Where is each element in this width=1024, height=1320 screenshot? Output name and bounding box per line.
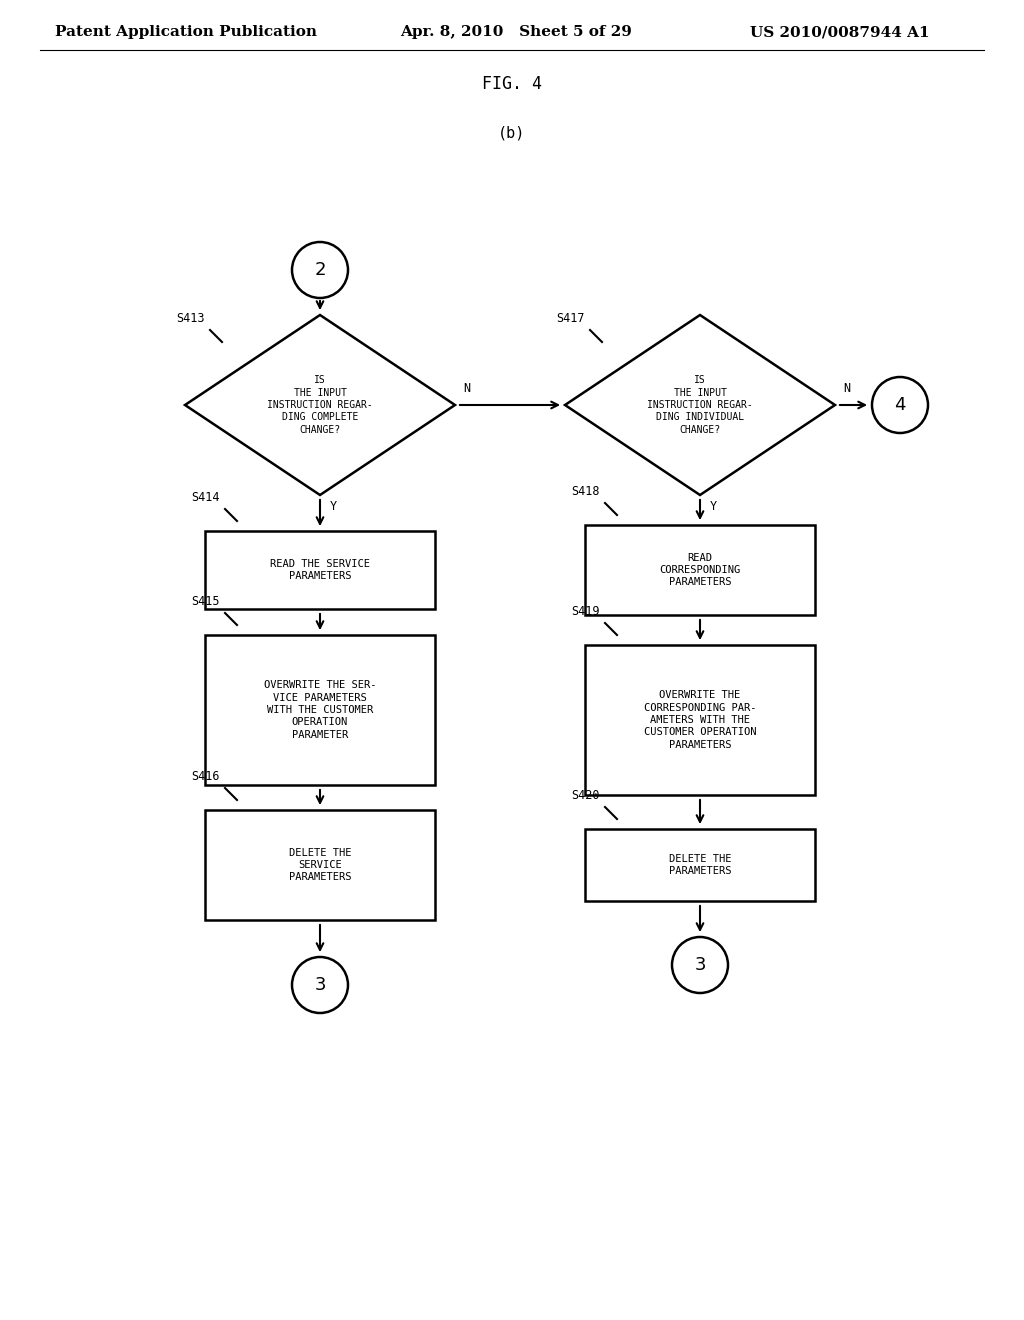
Text: US 2010/0087944 A1: US 2010/0087944 A1: [750, 25, 930, 40]
Text: S419: S419: [571, 605, 600, 618]
Text: S414: S414: [191, 491, 220, 504]
Text: S415: S415: [191, 595, 220, 609]
Text: N: N: [463, 381, 470, 395]
Text: S417: S417: [556, 312, 585, 325]
Text: 3: 3: [694, 956, 706, 974]
Text: OVERWRITE THE SER-
VICE PARAMETERS
WITH THE CUSTOMER
OPERATION
PARAMETER: OVERWRITE THE SER- VICE PARAMETERS WITH …: [264, 680, 376, 739]
Text: 2: 2: [314, 261, 326, 279]
Text: (b): (b): [499, 125, 525, 140]
Text: OVERWRITE THE
CORRESPONDING PAR-
AMETERS WITH THE
CUSTOMER OPERATION
PARAMETERS: OVERWRITE THE CORRESPONDING PAR- AMETERS…: [644, 690, 757, 750]
Text: READ THE SERVICE
PARAMETERS: READ THE SERVICE PARAMETERS: [270, 558, 370, 581]
Text: S420: S420: [571, 789, 600, 803]
Text: Y: Y: [710, 500, 717, 513]
Text: FIG. 4: FIG. 4: [482, 75, 542, 92]
Text: 3: 3: [314, 975, 326, 994]
Text: Y: Y: [330, 500, 337, 513]
Text: S413: S413: [176, 312, 205, 325]
Text: S418: S418: [571, 484, 600, 498]
Text: IS
THE INPUT
INSTRUCTION REGAR-
DING INDIVIDUAL
CHANGE?: IS THE INPUT INSTRUCTION REGAR- DING IND…: [647, 375, 753, 434]
Text: N: N: [843, 381, 850, 395]
Text: READ
CORRESPONDING
PARAMETERS: READ CORRESPONDING PARAMETERS: [659, 553, 740, 587]
Text: S416: S416: [191, 770, 220, 783]
Text: IS
THE INPUT
INSTRUCTION REGAR-
DING COMPLETE
CHANGE?: IS THE INPUT INSTRUCTION REGAR- DING COM…: [267, 375, 373, 434]
Text: Apr. 8, 2010   Sheet 5 of 29: Apr. 8, 2010 Sheet 5 of 29: [400, 25, 632, 40]
Text: DELETE THE
SERVICE
PARAMETERS: DELETE THE SERVICE PARAMETERS: [289, 847, 351, 882]
Text: 4: 4: [894, 396, 906, 414]
Text: DELETE THE
PARAMETERS: DELETE THE PARAMETERS: [669, 854, 731, 876]
Text: Patent Application Publication: Patent Application Publication: [55, 25, 317, 40]
